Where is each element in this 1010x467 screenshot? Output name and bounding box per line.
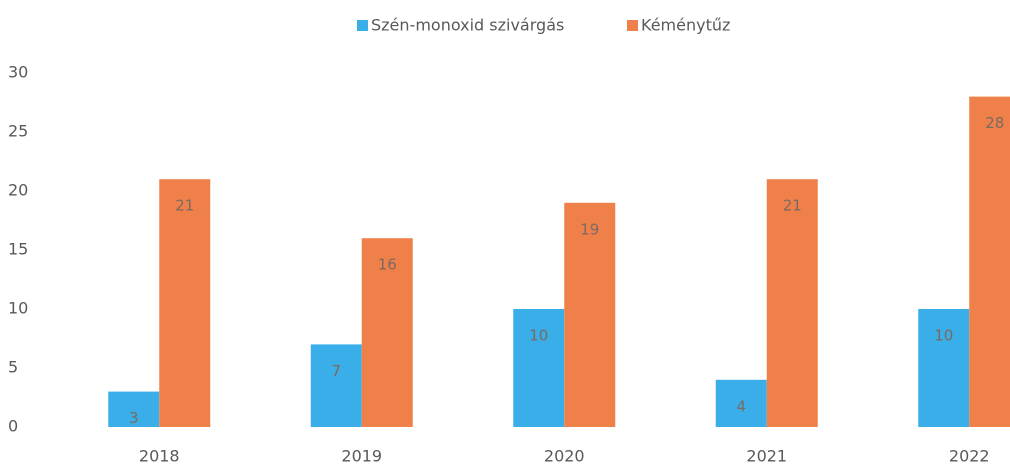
bar [715, 379, 767, 427]
data-label: 21 [175, 197, 194, 215]
bar [969, 96, 1010, 427]
data-label: 21 [783, 197, 802, 215]
y-tick-label: 30 [8, 63, 28, 82]
x-tick-label: 2019 [341, 447, 382, 466]
data-label: 10 [934, 327, 953, 345]
bar [108, 391, 160, 427]
legend-label: Szén-monoxid szivárgás [371, 16, 564, 35]
x-tick-label: 2020 [544, 447, 585, 466]
y-tick-label: 20 [8, 181, 28, 200]
data-label: 4 [736, 397, 746, 415]
y-tick-label: 0 [8, 417, 18, 436]
legend-swatch [627, 20, 638, 31]
x-tick-label: 2018 [139, 447, 180, 466]
bar [766, 179, 818, 427]
x-tick-label: 2021 [746, 447, 787, 466]
bar [564, 202, 616, 427]
bar [513, 309, 565, 427]
legend-label: Kéménytűz [641, 16, 730, 35]
data-label: 7 [331, 362, 341, 380]
y-tick-label: 25 [8, 122, 28, 141]
x-tick-label: 2022 [949, 447, 990, 466]
data-label: 19 [580, 220, 599, 238]
y-tick-label: 5 [8, 358, 18, 377]
legend-swatch [357, 20, 368, 31]
bar [918, 309, 970, 427]
data-label: 16 [378, 256, 397, 274]
data-label: 10 [529, 327, 548, 345]
y-tick-label: 10 [8, 299, 28, 318]
y-tick-label: 15 [8, 240, 28, 259]
data-label: 28 [985, 114, 1004, 132]
bar [310, 344, 362, 427]
bar [159, 179, 211, 427]
bar [361, 238, 413, 427]
data-label: 3 [129, 409, 139, 427]
